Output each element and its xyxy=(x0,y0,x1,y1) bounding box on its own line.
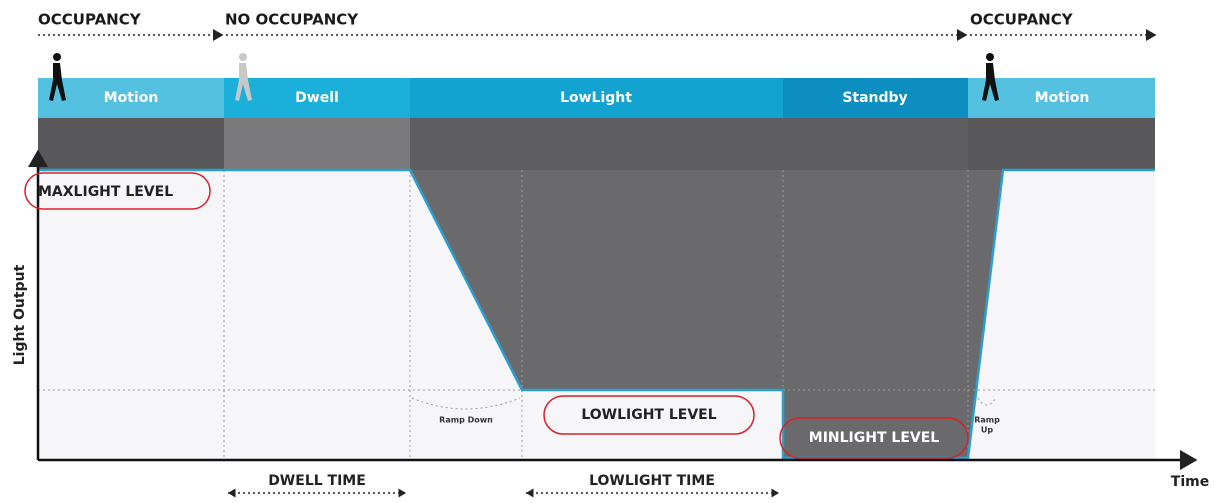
state-band xyxy=(38,78,224,118)
light-curve xyxy=(38,168,1155,460)
occupancy-label: OCCUPANCY xyxy=(970,11,1074,29)
duration-label: LOWLIGHT TIME xyxy=(589,473,715,489)
low-level-label: LOWLIGHT LEVEL xyxy=(581,407,716,423)
gray-strip xyxy=(224,118,410,170)
ramp-up-label: Up xyxy=(981,426,993,435)
state-label: Standby xyxy=(842,90,907,106)
ramp-arc xyxy=(411,397,521,410)
highlight-outline xyxy=(24,172,211,210)
gray-strip xyxy=(38,118,224,170)
duration-label: DWELL TIME xyxy=(268,473,366,489)
ramp-down-label: Ramp Down xyxy=(439,416,493,425)
state-label: Motion xyxy=(1035,90,1090,106)
gray-strip xyxy=(968,118,1155,170)
state-band xyxy=(224,78,410,118)
person-icon xyxy=(982,53,999,101)
highlight-outline xyxy=(779,417,969,459)
min-level-label: MINLIGHT LEVEL xyxy=(809,430,940,446)
ramp-up-label: Ramp xyxy=(974,416,1000,425)
ramp-arc xyxy=(977,397,997,406)
x-axis-label: Time xyxy=(1171,474,1209,490)
state-label: Dwell xyxy=(295,90,339,106)
state-label: Motion xyxy=(104,90,159,106)
occupancy-label: NO OCCUPANCY xyxy=(225,11,359,29)
occupancy-label: OCCUPANCY xyxy=(38,11,142,29)
dimmed-region xyxy=(410,170,1003,458)
y-axis-label: Light Output xyxy=(12,264,28,365)
state-label: LowLight xyxy=(560,90,632,106)
gray-strip xyxy=(410,118,968,170)
state-band xyxy=(968,78,1155,118)
person-icon xyxy=(49,53,66,101)
max-level-label: MAXLIGHT LEVEL xyxy=(38,184,173,200)
highlight-outline xyxy=(543,395,755,435)
state-band xyxy=(783,78,968,118)
person-icon xyxy=(235,53,252,101)
state-band xyxy=(410,78,783,118)
